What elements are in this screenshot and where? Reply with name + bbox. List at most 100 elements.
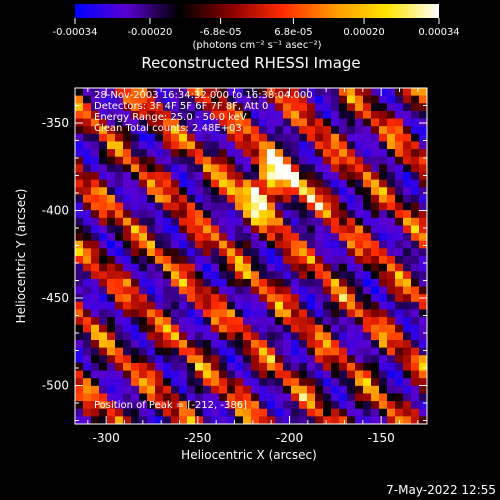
heatmap-cell	[227, 347, 236, 356]
heatmap-cell	[379, 385, 388, 395]
heatmap-cell	[91, 172, 100, 181]
heatmap-cell	[331, 256, 340, 265]
heatmap-cell	[211, 416, 220, 424]
heatmap-cell	[115, 408, 124, 417]
heatmap-cell	[123, 103, 132, 112]
heatmap-cell	[195, 103, 204, 112]
heatmap-cell	[163, 317, 172, 326]
heatmap-cell	[251, 202, 260, 211]
heatmap-cell	[355, 225, 364, 234]
heatmap-cell	[203, 179, 212, 188]
heatmap-cell	[275, 217, 284, 227]
heatmap-cell	[203, 156, 212, 165]
heatmap-cell	[227, 240, 236, 249]
heatmap-cell	[243, 126, 252, 135]
colorbar-tick-label: -6.8e-05	[200, 27, 242, 38]
heatmap-cell	[115, 156, 124, 165]
heatmap-cell	[291, 324, 300, 333]
heatmap-cell	[243, 355, 252, 364]
heatmap-cell	[291, 271, 300, 280]
heatmap-cell	[403, 141, 412, 150]
heatmap-cell	[323, 393, 332, 402]
heatmap-cell	[195, 179, 204, 188]
heatmap-cell	[211, 278, 220, 288]
heatmap-cell	[371, 202, 380, 211]
heatmap-cell	[195, 332, 204, 341]
heatmap-cell	[315, 194, 324, 204]
heatmap-cell	[91, 210, 100, 219]
heatmap-cell	[179, 164, 188, 173]
heatmap-cell	[283, 149, 292, 158]
heatmap-cell	[283, 385, 292, 395]
heatmap-cell	[131, 301, 140, 311]
heatmap-cell	[251, 256, 260, 265]
heatmap-cell	[179, 248, 188, 257]
heatmap-cell	[371, 324, 380, 333]
heatmap-cell	[323, 416, 332, 424]
heatmap-cell	[131, 240, 140, 249]
heatmap-cell	[243, 110, 252, 120]
heatmap-cell	[331, 240, 340, 249]
heatmap-cell	[131, 156, 140, 165]
heatmap-cell	[171, 355, 180, 364]
heatmap-cell	[227, 233, 236, 242]
heatmap-cell	[243, 271, 252, 280]
heatmap-cell	[75, 385, 84, 395]
heatmap-cell	[211, 301, 220, 311]
heatmap-cell	[307, 294, 316, 303]
heatmap-cell	[299, 164, 308, 173]
heatmap-cell	[163, 133, 172, 143]
heatmap-cell	[83, 294, 92, 303]
y-axis-label: Heliocentric Y (arcsec)	[14, 189, 28, 324]
heatmap-cell	[283, 110, 292, 120]
heatmap-cell	[115, 202, 124, 211]
heatmap-cell	[219, 88, 228, 97]
heatmap-cell	[315, 118, 324, 127]
heatmap-cell	[251, 103, 260, 112]
heatmap-cell	[123, 225, 132, 234]
heatmap-cell	[91, 278, 100, 288]
heatmap-cell	[91, 263, 100, 272]
heatmap-cell	[187, 233, 196, 242]
heatmap-cell	[403, 156, 412, 165]
heatmap-cell	[403, 233, 412, 242]
heatmap-cell	[187, 179, 196, 188]
heatmap-cell	[163, 309, 172, 318]
heatmap-cell	[315, 187, 324, 196]
heatmap-cell	[123, 164, 132, 173]
heatmap-cell	[203, 401, 212, 410]
heatmap-cell	[403, 286, 412, 295]
heatmap-cell	[131, 278, 140, 288]
heatmap-cell	[363, 378, 372, 387]
heatmap-cell	[291, 233, 300, 242]
heatmap-cell	[91, 156, 100, 165]
heatmap-cell	[371, 156, 380, 165]
heatmap-cell	[315, 133, 324, 143]
heatmap-cell	[379, 217, 388, 227]
heatmap-cell	[275, 301, 284, 311]
heatmap-cell	[315, 355, 324, 364]
heatmap-cell	[91, 347, 100, 356]
heatmap-cell	[275, 332, 284, 341]
heatmap-cell	[211, 240, 220, 249]
heatmap-cell	[123, 385, 132, 395]
heatmap-cell	[275, 401, 284, 410]
heatmap-cell	[115, 110, 124, 120]
heatmap-cell	[267, 217, 276, 227]
annotation-line: Clean Total counts: 2.48E+03	[94, 123, 242, 134]
heatmap-cell	[243, 194, 252, 204]
heatmap-cell	[123, 194, 132, 204]
heatmap-cell	[307, 324, 316, 333]
heatmap-cell	[355, 141, 364, 150]
heatmap-cell	[195, 141, 204, 150]
heatmap-cell	[339, 301, 348, 311]
heatmap-cell	[123, 95, 132, 104]
heatmap-cell	[203, 370, 212, 379]
heatmap-cell	[411, 149, 420, 158]
heatmap-cell	[299, 118, 308, 127]
heatmap-cell	[355, 256, 364, 265]
heatmap-cell	[171, 416, 180, 424]
heatmap-cell	[115, 416, 124, 424]
heatmap-cell	[75, 141, 84, 150]
heatmap-cell	[403, 133, 412, 143]
